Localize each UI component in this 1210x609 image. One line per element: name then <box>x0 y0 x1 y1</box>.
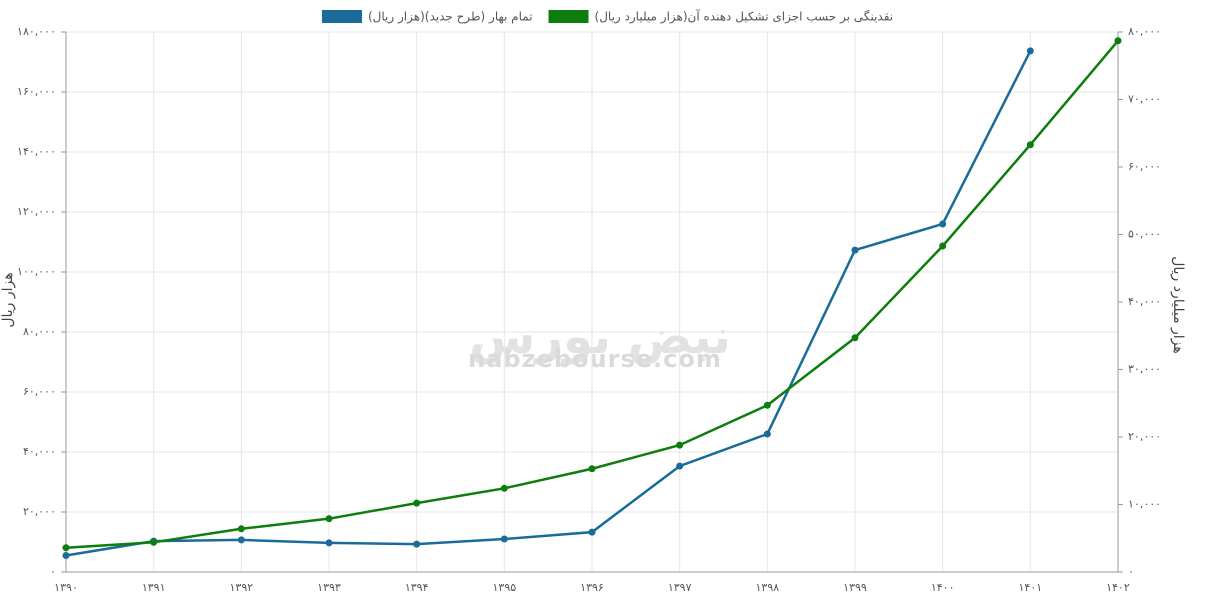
y-tick-label: ۰ <box>50 565 56 578</box>
legend-label[interactable]: نقدینگی بر حسب اجزای تشکیل دهنده آن(هزار… <box>595 9 894 25</box>
y-tick-label: ۱۶۰,۰۰۰ <box>17 85 56 98</box>
data-point <box>325 539 333 547</box>
x-tick-label: ۱۳۹۸ <box>756 581 780 594</box>
data-point <box>150 538 158 546</box>
data-point <box>413 499 421 507</box>
watermark-logo: نبض بورس <box>469 309 731 365</box>
x-tick-label: ۱۳۹۴ <box>405 581 429 594</box>
data-point <box>851 334 859 342</box>
data-point <box>763 430 771 438</box>
data-point <box>939 220 947 228</box>
x-tick-label: ۱۴۰۱ <box>1019 581 1043 594</box>
y2-tick-label: ۵۰,۰۰۰ <box>1128 228 1161 241</box>
y-axis-title: هزار ریال <box>0 272 16 327</box>
y2-tick-label: ۶۰,۰۰۰ <box>1128 160 1161 173</box>
x-tick-label: ۱۳۹۵ <box>493 581 517 594</box>
data-point <box>325 515 333 523</box>
y2-tick-label: ۳۰,۰۰۰ <box>1128 363 1161 376</box>
data-point <box>851 246 859 254</box>
x-tick-label: ۱۳۹۱ <box>142 581 166 594</box>
x-tick-label: ۱۳۹۲ <box>230 581 254 594</box>
data-point <box>237 525 245 533</box>
data-point <box>588 465 596 473</box>
y-tick-label: ۸۰,۰۰۰ <box>23 325 56 338</box>
data-point <box>1026 141 1034 149</box>
legend-swatch[interactable] <box>548 10 589 23</box>
data-point <box>62 544 70 552</box>
data-point <box>676 462 684 470</box>
legend-label[interactable]: تمام بهار (طرح جدید)(هزار ریال) <box>368 10 533 25</box>
data-point <box>676 441 684 449</box>
y2-axis-title: هزار میلیارد ریال <box>1170 256 1186 354</box>
y2-tick-label: ۱۰,۰۰۰ <box>1128 498 1161 511</box>
x-tick-label: ۱۳۹۰ <box>54 581 78 594</box>
x-tick-label: ۱۳۹۶ <box>580 581 604 594</box>
data-point <box>413 540 421 548</box>
data-point <box>500 535 508 543</box>
y-tick-label: ۱۸۰,۰۰۰ <box>17 25 56 38</box>
y2-tick-label: ۴۰,۰۰۰ <box>1128 295 1161 308</box>
legend-swatch[interactable] <box>322 10 362 23</box>
data-point <box>237 536 245 544</box>
data-point <box>588 528 596 536</box>
watermark: nabzebourse.com <box>468 345 722 373</box>
y-tick-label: ۶۰,۰۰۰ <box>23 385 56 398</box>
y-tick-label: ۱۰۰,۰۰۰ <box>17 265 56 278</box>
data-point <box>1114 37 1122 45</box>
data-point <box>62 552 70 559</box>
series-line <box>65 50 1032 557</box>
y2-tick-label: ۸۰,۰۰۰ <box>1128 25 1161 38</box>
y-tick-label: ۲۰,۰۰۰ <box>23 505 56 518</box>
data-point <box>763 401 771 409</box>
x-tick-label: ۱۳۹۹ <box>843 581 867 594</box>
data-point <box>500 484 508 492</box>
y2-tick-label: ۷۰,۰۰۰ <box>1128 93 1161 106</box>
y-tick-label: ۴۰,۰۰۰ <box>23 445 56 458</box>
y-tick-label: ۱۴۰,۰۰۰ <box>17 145 56 158</box>
x-tick-label: ۱۳۹۳ <box>317 581 341 594</box>
data-point <box>1026 47 1034 55</box>
data-point <box>939 242 947 250</box>
x-tick-label: ۱۳۹۷ <box>668 581 692 594</box>
x-tick-label: ۱۴۰۰ <box>931 581 955 594</box>
y2-tick-label: ۲۰,۰۰۰ <box>1128 430 1161 443</box>
y2-tick-label: ۰ <box>1128 565 1134 578</box>
x-tick-label: ۱۴۰۲ <box>1106 581 1130 594</box>
y-tick-label: ۱۲۰,۰۰۰ <box>17 205 56 218</box>
